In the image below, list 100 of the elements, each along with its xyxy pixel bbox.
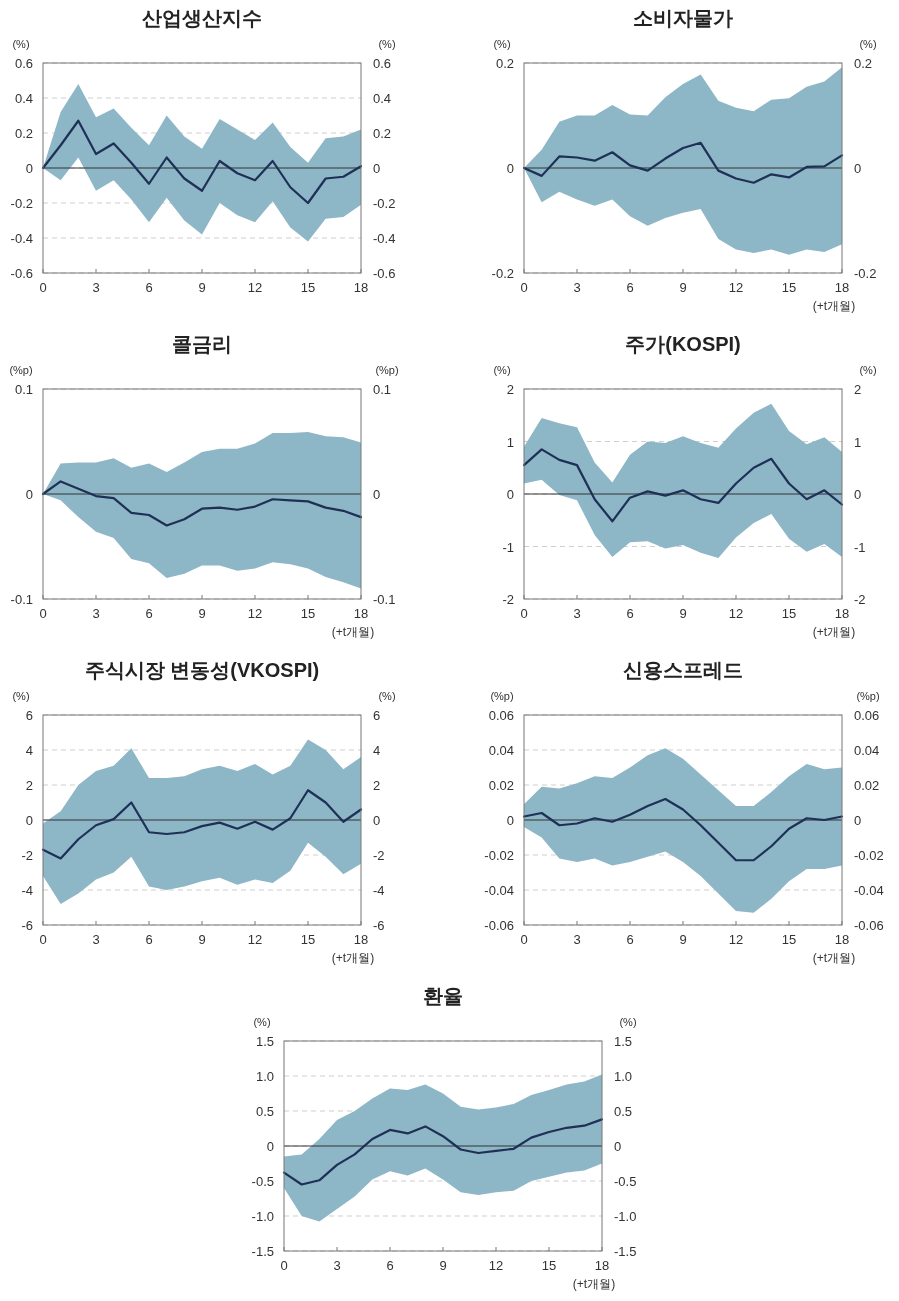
x-tick-label: 12 xyxy=(488,1258,504,1273)
x-tick-label: 12 xyxy=(247,606,263,621)
y-tick-label: 2 xyxy=(506,382,514,397)
y2-tick-label: -2 xyxy=(373,848,385,863)
y-tick-label: -0.02 xyxy=(484,848,514,863)
x-tick-label: 18 xyxy=(834,606,850,621)
y-tick-label: 0.04 xyxy=(488,743,514,758)
x-tick-label: 0 xyxy=(280,1258,288,1273)
y2-tick-label: 0 xyxy=(854,161,862,176)
x-tick-label: 15 xyxy=(541,1258,557,1273)
y2-tick-label: 0 xyxy=(854,813,862,828)
chart-title: 신용스프레드 xyxy=(623,659,743,681)
x-tick-label: 6 xyxy=(145,280,153,295)
y-tick-label: -0.4 xyxy=(10,231,33,246)
x-tick-label: 15 xyxy=(781,606,797,621)
x-tick-label: 3 xyxy=(333,1258,341,1273)
x-axis-title: (+t개월) xyxy=(331,625,375,639)
y2-tick-label: -0.1 xyxy=(373,592,396,607)
x-tick-label: 6 xyxy=(145,932,153,947)
y-tick-label: 0.2 xyxy=(14,126,33,141)
line-series xyxy=(522,141,844,184)
y2-tick-label: 0.1 xyxy=(373,382,392,397)
y-tick-label: -0.2 xyxy=(10,196,33,211)
y2-tick-label: 0 xyxy=(373,161,381,176)
y-tick-label: -1.5 xyxy=(251,1244,274,1259)
x-tick-label: 6 xyxy=(626,606,634,621)
y2-tick-label: 2 xyxy=(854,382,862,397)
x-axis-title: (+t개월) xyxy=(572,1277,616,1291)
y2-tick-label: -0.04 xyxy=(854,883,884,898)
x-tick-label: 15 xyxy=(300,606,316,621)
y-tick-label: 6 xyxy=(25,708,33,723)
y2-tick-label: -1.0 xyxy=(614,1209,637,1224)
y2-tick-label: 0.4 xyxy=(373,91,392,106)
y-tick-label: 0.6 xyxy=(14,56,33,71)
x-tick-label: 15 xyxy=(300,280,316,295)
y2-tick-label: 0 xyxy=(373,487,381,502)
y2-tick-label: -0.02 xyxy=(854,848,884,863)
y-tick-label: 1 xyxy=(506,434,514,450)
y2-axis-title: (%) xyxy=(859,38,877,50)
y-tick-label: 0 xyxy=(25,487,33,502)
y-tick-label: 4 xyxy=(25,743,33,758)
y2-tick-label: 1.5 xyxy=(614,1034,633,1049)
x-tick-label: 9 xyxy=(439,1258,447,1273)
x-tick-label: 0 xyxy=(520,932,528,947)
x-axis-title: (+t개월) xyxy=(331,951,375,965)
y2-tick-label: 2 xyxy=(373,778,381,793)
y2-tick-label: 0.02 xyxy=(854,778,880,793)
y2-tick-label: -1.5 xyxy=(614,1244,637,1259)
y-tick-label: -6 xyxy=(21,918,33,933)
y-tick-label: -2 xyxy=(21,848,33,863)
line-series xyxy=(41,119,363,205)
y-tick-label: 0.06 xyxy=(488,708,514,723)
y2-tick-label: 1 xyxy=(854,434,862,450)
y-tick-label: 2 xyxy=(25,778,33,793)
x-tick-label: 6 xyxy=(386,1258,394,1273)
x-tick-label: 12 xyxy=(247,280,263,295)
x-tick-label: 9 xyxy=(198,280,206,295)
x-tick-label: 15 xyxy=(781,280,797,295)
y-tick-label: -0.06 xyxy=(484,918,514,933)
chart-title: 소비자물가 xyxy=(633,7,733,29)
y2-tick-label: -2 xyxy=(854,592,866,607)
y-tick-label: 1.5 xyxy=(255,1034,274,1049)
y-tick-label: 0 xyxy=(266,1139,274,1154)
line-series xyxy=(282,1118,604,1186)
y2-tick-label: 0 xyxy=(854,487,862,502)
y-axis-title: (%) xyxy=(253,1016,271,1028)
y-axis-title: (%) xyxy=(12,38,30,50)
y2-tick-label: -0.06 xyxy=(854,918,884,933)
x-tick-label: 18 xyxy=(834,280,850,295)
y-tick-label: -4 xyxy=(21,883,33,898)
y2-tick-label: 0 xyxy=(373,813,381,828)
y-axis-title: (%) xyxy=(12,690,30,702)
x-tick-label: 3 xyxy=(92,932,100,947)
y-axis-title: (%p) xyxy=(9,364,33,376)
y2-axis-title: (%p) xyxy=(375,364,399,376)
y2-tick-label: -0.2 xyxy=(854,266,877,281)
x-tick-label: 12 xyxy=(728,280,744,295)
y2-tick-label: -0.4 xyxy=(373,231,396,246)
y2-axis-title: (%) xyxy=(378,690,396,702)
y2-tick-label: -1 xyxy=(854,539,866,555)
x-tick-label: 6 xyxy=(145,606,153,621)
y-tick-label: -2 xyxy=(502,592,514,607)
x-tick-label: 3 xyxy=(92,606,100,621)
y-tick-label: 0.02 xyxy=(488,778,514,793)
x-tick-label: 18 xyxy=(834,932,850,947)
y-tick-label: 0.4 xyxy=(14,91,33,106)
x-tick-label: 12 xyxy=(247,932,263,947)
line-series xyxy=(41,789,363,860)
x-tick-label: 0 xyxy=(520,280,528,295)
y2-tick-label: 6 xyxy=(373,708,381,723)
x-tick-label: 15 xyxy=(781,932,797,947)
line-series xyxy=(41,480,363,527)
y2-tick-label: 0.2 xyxy=(854,56,873,71)
y2-tick-label: 1.0 xyxy=(614,1069,633,1084)
x-axis-title: (+t개월) xyxy=(812,299,856,313)
x-tick-label: 0 xyxy=(39,932,47,947)
x-tick-label: 3 xyxy=(573,280,581,295)
x-tick-label: 9 xyxy=(198,932,206,947)
y-tick-label: -1 xyxy=(502,539,514,555)
x-tick-label: 6 xyxy=(626,280,634,295)
